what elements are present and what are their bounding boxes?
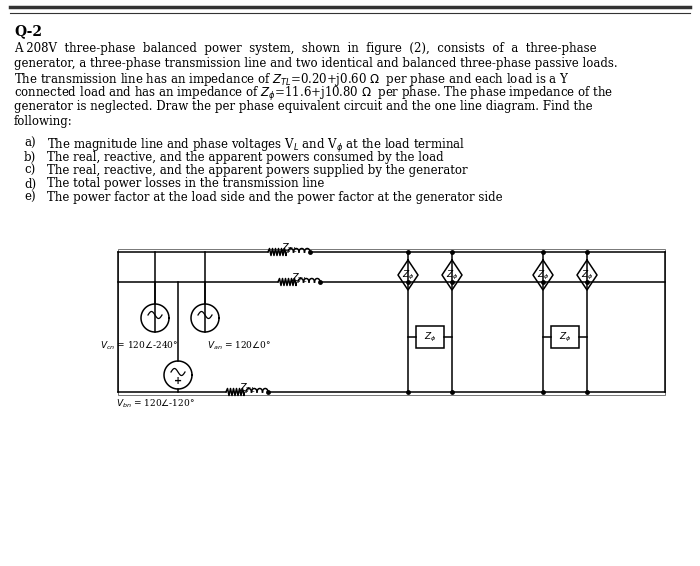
Text: $V_{an}$ = 120$\angle$0°: $V_{an}$ = 120$\angle$0°: [207, 340, 271, 353]
Text: $Z_\phi$: $Z_\phi$: [446, 268, 459, 281]
Bar: [118, 249, 665, 395]
Bar: [416, 326, 444, 348]
Text: A 208V  three-phase  balanced  power  system,  shown  in  figure  (2),  consists: A 208V three-phase balanced power system…: [14, 42, 596, 55]
Text: $Z_{TL}$: $Z_{TL}$: [290, 271, 307, 285]
Text: $Z_\phi$: $Z_\phi$: [537, 268, 550, 281]
Text: following:: following:: [14, 114, 73, 127]
Text: connected load and has an impedance of $Z_\phi$=11.6+j10.80 $\Omega$  per phase.: connected load and has an impedance of $…: [14, 85, 613, 104]
Text: $Z_{TL}$: $Z_{TL}$: [281, 241, 297, 255]
Text: The total power losses in the transmission line: The total power losses in the transmissi…: [47, 178, 324, 191]
Text: The real, reactive, and the apparent powers supplied by the generator: The real, reactive, and the apparent pow…: [47, 164, 468, 177]
Text: $Z_\phi$: $Z_\phi$: [559, 331, 571, 344]
Text: The transmission line has an impedance of $Z_{TL}$=0.20+j0.60 $\Omega$  per phas: The transmission line has an impedance o…: [14, 71, 570, 88]
Text: $V_{bn}$ = 120$\angle$-120°: $V_{bn}$ = 120$\angle$-120°: [116, 397, 195, 409]
Text: d): d): [24, 178, 36, 191]
Text: $Z_\phi$: $Z_\phi$: [402, 268, 414, 281]
Text: $Z_\phi$: $Z_\phi$: [581, 268, 593, 281]
Text: Q-2: Q-2: [14, 24, 42, 38]
Text: e): e): [24, 191, 36, 204]
Text: The magnitude line and phase voltages V$_L$ and V$_\phi$ at the load terminal: The magnitude line and phase voltages V$…: [47, 137, 466, 155]
Text: +: +: [174, 376, 182, 386]
Text: generator, a three-phase transmission line and two identical and balanced three-: generator, a three-phase transmission li…: [14, 57, 617, 70]
Bar: [551, 326, 579, 348]
Text: a): a): [24, 137, 36, 150]
Text: c): c): [24, 164, 35, 177]
Text: The real, reactive, and the apparent powers consumed by the load: The real, reactive, and the apparent pow…: [47, 151, 444, 164]
Text: generator is neglected. Draw the per phase equivalent circuit and the one line d: generator is neglected. Draw the per pha…: [14, 100, 593, 113]
Text: $V_{cn}$ = 120$\angle$-240°: $V_{cn}$ = 120$\angle$-240°: [100, 340, 178, 353]
Text: b): b): [24, 151, 36, 164]
Text: $Z_{TL}$: $Z_{TL}$: [239, 381, 256, 395]
Text: The power factor at the load side and the power factor at the generator side: The power factor at the load side and th…: [47, 191, 503, 204]
Text: $Z_\phi$: $Z_\phi$: [424, 331, 436, 344]
